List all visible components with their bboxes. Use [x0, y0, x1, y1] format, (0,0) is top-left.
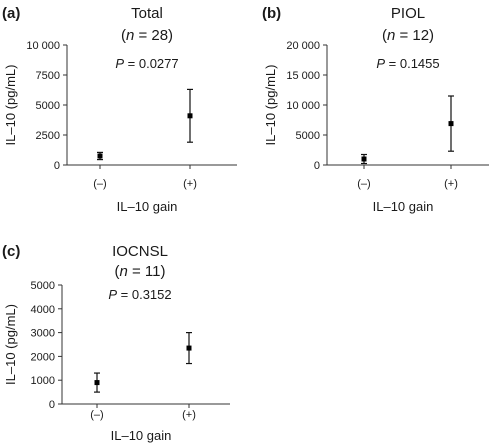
- p-value-label: P = 0.3152: [108, 287, 171, 302]
- x-tick-label: (–): [357, 178, 370, 190]
- y-tick-label: 0: [54, 160, 60, 172]
- y-tick-label: 15 000: [286, 70, 320, 82]
- y-tick-label: 2000: [31, 351, 55, 363]
- chart-panel-a: (a) Total (n = 28) P = 0.0277 0 2500 5000 7500 1…: [2, 5, 237, 214]
- data-point: [361, 156, 367, 162]
- chart-title: IOCNSL: [112, 243, 168, 260]
- x-axis-title: IL–10 gain: [111, 428, 172, 443]
- chart-panel-b: (b) PIOL (n = 12) P = 0.1455 0 5000 10 000 15 0…: [262, 5, 489, 214]
- y-tick-label: 10 000: [286, 100, 320, 112]
- y-axis-title: IL–10 (pg/mL): [263, 65, 278, 146]
- y-tick-label: 3000: [31, 328, 55, 340]
- chart-title: Total: [131, 5, 163, 22]
- panel-label: (c): [2, 243, 20, 260]
- y-tick-label: 2500: [36, 130, 60, 142]
- y-axis-title: IL–10 (pg/mL): [3, 304, 18, 385]
- data-point: [94, 380, 100, 386]
- y-tick-label: 0: [314, 160, 320, 172]
- y-tick-label: 20 000: [286, 40, 320, 52]
- y-tick-label: 10 000: [26, 40, 60, 52]
- data-point: [187, 113, 193, 119]
- x-tick-label: (+): [183, 178, 197, 190]
- y-tick-label: 1000: [31, 375, 55, 387]
- p-value-label: P = 0.0277: [115, 56, 178, 71]
- panel-label: (b): [262, 5, 281, 22]
- y-tick-label: 5000: [36, 100, 60, 112]
- y-tick-label: 7500: [36, 70, 60, 82]
- x-tick-label: (–): [90, 409, 103, 421]
- chart-panel-c: (c) IOCNSL (n = 11) P = 0.3152 0 1000 2000 3000…: [2, 243, 230, 443]
- data-point: [97, 153, 103, 159]
- p-value-label: P = 0.1455: [376, 56, 439, 71]
- x-axis-title: IL–10 gain: [117, 199, 178, 214]
- y-axis-title: IL–10 (pg/mL): [3, 65, 18, 146]
- y-tick-label: 4000: [31, 304, 55, 316]
- data-point: [186, 345, 192, 351]
- x-tick-label: (–): [93, 178, 106, 190]
- y-tick-label: 0: [49, 399, 55, 411]
- data-point: [448, 121, 454, 127]
- sample-size-label: (n = 28): [121, 27, 173, 44]
- panel-label: (a): [2, 5, 20, 22]
- chart-title: PIOL: [391, 5, 425, 22]
- y-tick-label: 5000: [31, 280, 55, 292]
- x-tick-label: (+): [444, 178, 458, 190]
- x-axis-title: IL–10 gain: [373, 199, 434, 214]
- sample-size-label: (n = 12): [382, 27, 434, 44]
- y-tick-label: 5000: [296, 130, 320, 142]
- x-tick-label: (+): [182, 409, 196, 421]
- sample-size-label: (n = 11): [114, 263, 165, 280]
